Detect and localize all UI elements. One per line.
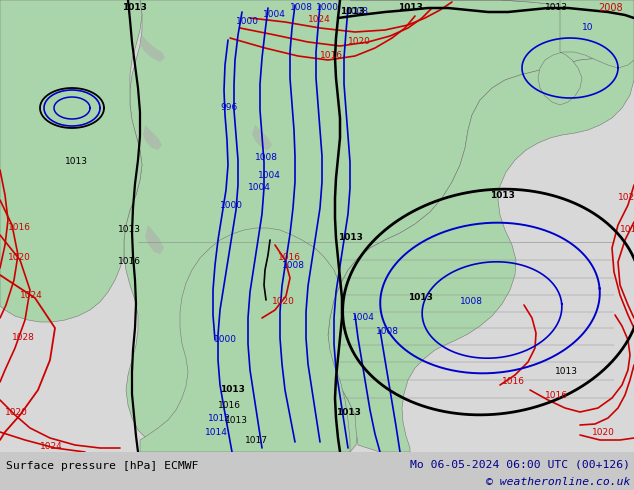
Text: 1000: 1000 [316, 3, 339, 13]
Text: 1000: 1000 [214, 336, 237, 344]
Text: 1013: 1013 [336, 408, 361, 416]
Polygon shape [124, 0, 634, 452]
Polygon shape [538, 0, 634, 105]
Text: 1016: 1016 [545, 391, 568, 399]
Text: 1004: 1004 [248, 183, 271, 193]
Text: 1012: 1012 [208, 414, 231, 422]
Text: 1013: 1013 [545, 3, 568, 13]
Text: 1008: 1008 [376, 327, 399, 337]
Text: 1000: 1000 [236, 18, 259, 26]
Text: 1008: 1008 [282, 261, 305, 270]
Text: 1013: 1013 [555, 368, 578, 376]
Text: 1016: 1016 [320, 51, 343, 60]
Text: 1016: 1016 [218, 400, 241, 410]
Text: 1008: 1008 [460, 297, 483, 307]
Text: 996: 996 [220, 103, 237, 113]
Polygon shape [140, 35, 165, 62]
Text: 1020: 1020 [618, 194, 634, 202]
Text: 1008: 1008 [346, 7, 369, 17]
Text: © weatheronline.co.uk: © weatheronline.co.uk [486, 477, 630, 487]
Text: 1017: 1017 [245, 436, 268, 444]
Text: 1004: 1004 [258, 171, 281, 179]
Text: Mo 06-05-2024 06:00 UTC (00+126): Mo 06-05-2024 06:00 UTC (00+126) [410, 459, 630, 469]
Text: 1020: 1020 [5, 408, 28, 416]
Text: 1013: 1013 [122, 3, 147, 13]
Text: 1013: 1013 [340, 7, 365, 17]
Polygon shape [140, 228, 350, 452]
Text: 1024: 1024 [40, 441, 63, 450]
Text: 1013: 1013 [490, 191, 515, 199]
Text: 1016: 1016 [502, 377, 525, 387]
Polygon shape [252, 125, 272, 150]
Text: 2008: 2008 [598, 3, 623, 13]
Text: 1024: 1024 [308, 16, 331, 24]
Text: Surface pressure [hPa] ECMWF: Surface pressure [hPa] ECMWF [6, 462, 198, 471]
Text: 1013: 1013 [225, 416, 248, 424]
Text: 1000: 1000 [220, 200, 243, 210]
Text: 1020: 1020 [8, 253, 31, 263]
Polygon shape [145, 225, 164, 254]
Text: 1013: 1013 [220, 386, 245, 394]
Text: 1013: 1013 [338, 234, 363, 243]
Text: 1016: 1016 [8, 223, 31, 232]
Text: 1014: 1014 [205, 427, 228, 437]
Text: 1028: 1028 [12, 334, 35, 343]
Text: 1008: 1008 [290, 3, 313, 13]
Text: 1016: 1016 [620, 225, 634, 235]
Text: 1013: 1013 [398, 3, 423, 13]
Text: 1020: 1020 [272, 297, 295, 307]
Text: 1013: 1013 [65, 157, 88, 167]
Polygon shape [328, 0, 634, 452]
Text: 1020: 1020 [348, 38, 371, 47]
Text: 1024: 1024 [20, 291, 42, 299]
Text: 1016: 1016 [278, 253, 301, 263]
Text: 1020: 1020 [592, 427, 615, 437]
Polygon shape [0, 0, 142, 322]
Polygon shape [143, 125, 162, 150]
Text: 10: 10 [582, 24, 593, 32]
Text: 1013: 1013 [118, 225, 141, 235]
Text: 1004: 1004 [263, 10, 286, 20]
Text: 1004: 1004 [352, 314, 375, 322]
Bar [0, 452, 634, 490]
Text: 1016: 1016 [118, 258, 141, 267]
Text: 1008: 1008 [255, 153, 278, 163]
Text: 1013: 1013 [408, 294, 433, 302]
